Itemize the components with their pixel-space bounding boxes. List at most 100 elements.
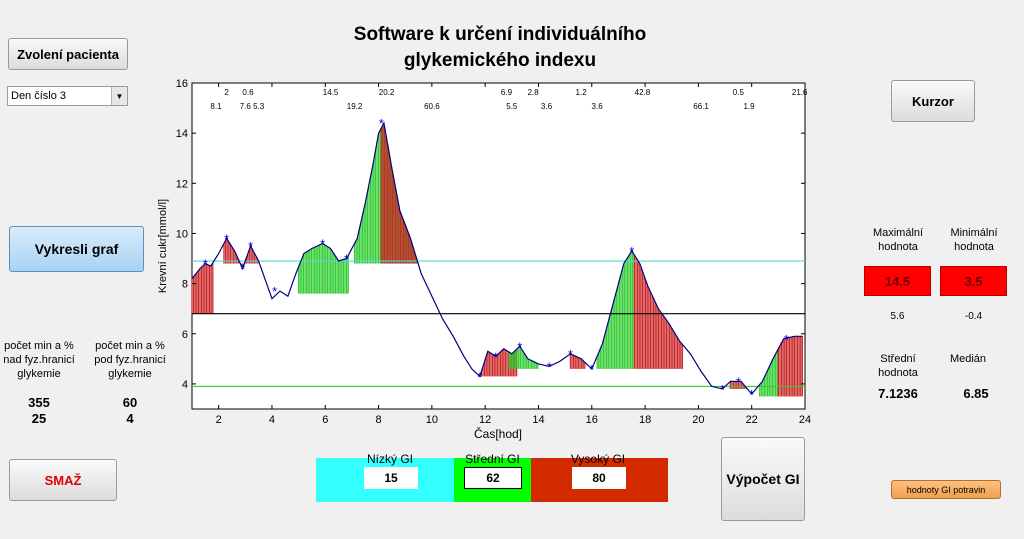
select-patient-button[interactable]: Zvolení pacienta: [8, 38, 128, 70]
gi-annotation-bottom: 19.2: [347, 102, 363, 111]
below-limit-label-1: počet min a %: [95, 340, 165, 352]
max-label-1: Maximální: [872, 227, 924, 239]
median-label: Medián: [949, 353, 987, 365]
gi-mid-panel: Střední GI 62: [454, 452, 531, 502]
min-value-box: 3.5: [940, 266, 1007, 296]
x-tick-label: 6: [322, 414, 328, 426]
gi-annotation-top: 0.5: [733, 88, 745, 97]
y-tick-label: 10: [176, 228, 188, 240]
extremum-marker: *: [493, 349, 498, 364]
gi-annotation-bottom: 60.6: [424, 102, 440, 111]
gi-mid-value: 62: [464, 467, 522, 489]
gi-annotation-bottom: 7.6: [240, 102, 252, 111]
gi-annotation-bottom: 5.5: [506, 102, 518, 111]
gi-annotation-bottom: 3.6: [541, 102, 553, 111]
min-label-1: Minimální: [950, 227, 998, 239]
below-limit-label-2: pod fyz.hranicí: [94, 354, 166, 366]
extremum-marker: *: [784, 332, 789, 347]
app-title-line2: glykemického indexu: [403, 50, 597, 71]
x-tick-label: 12: [479, 414, 491, 426]
glucose-chart[interactable]: ******************* 2 4 6 8 10 12 14 16 18 20 22 24…: [150, 75, 820, 445]
extremum-marker: *: [517, 339, 522, 354]
gi-annotation-top: 0.6: [242, 88, 254, 97]
gi-annotation-top: 2: [224, 88, 229, 97]
day-select[interactable]: Den číslo 3 ▼: [7, 86, 128, 106]
above-limit-stat: počet min a % nad fyz.hranicí glykemie 3…: [2, 339, 76, 427]
extremum-marker: *: [240, 262, 245, 277]
chevron-down-icon[interactable]: ▼: [111, 87, 127, 105]
gi-high-value: 80: [572, 467, 626, 489]
chart-series: [191, 121, 803, 395]
gi-annotation-bottom: 66.1: [693, 102, 709, 111]
x-tick-label: 16: [586, 414, 598, 426]
gi-annotation-top: 14.5: [323, 88, 339, 97]
food-gi-values-button[interactable]: hodnoty GI potravin: [891, 480, 1001, 499]
extremum-marker: *: [272, 284, 277, 299]
gi-high-panel: Vysoký GI 80: [531, 452, 668, 502]
mean-label: Střední hodnota: [864, 352, 932, 380]
y-tick-label: 4: [182, 379, 188, 391]
mean-label-2: hodnota: [878, 367, 918, 379]
extremum-marker: *: [203, 257, 208, 272]
glucose-line: [191, 121, 803, 395]
y-tick-label: 8: [182, 279, 188, 291]
x-tick-label: 8: [376, 414, 382, 426]
min-time: -0.4: [964, 311, 983, 322]
gi-annotation-top: 6.9: [501, 88, 513, 97]
above-limit-label-3: glykemie: [17, 368, 61, 380]
gi-annotation-top: 2.8: [528, 88, 540, 97]
extremum-marker: *: [720, 382, 725, 397]
median-value: 6.85: [963, 386, 989, 401]
chart-markers: *******************: [203, 116, 789, 402]
max-value-label: Maximální hodnota: [864, 226, 932, 254]
chart-fills: [191, 124, 803, 397]
x-tick-label: 4: [269, 414, 275, 426]
gi-annotation-top: 21.6: [792, 88, 808, 97]
mean-value: 7.1236: [878, 386, 918, 401]
gi-low-label: Nízký GI: [366, 452, 413, 466]
draw-graph-button[interactable]: Vykresli graf: [9, 226, 144, 272]
below-limit-minutes: 60: [122, 395, 138, 410]
gi-annotation-top: 20.2: [379, 88, 395, 97]
above-limit-label-2: nad fyz.hranicí: [3, 354, 75, 366]
day-select-value: Den číslo 3: [11, 90, 67, 102]
extremum-marker: *: [736, 374, 741, 389]
x-tick-label: 22: [746, 414, 758, 426]
min-label-2: hodnota: [954, 241, 994, 253]
cursor-button[interactable]: Kurzor: [891, 80, 975, 122]
gi-annotation-bottom: 3.6: [592, 102, 604, 111]
gi-mid-label: Střední GI: [465, 452, 520, 466]
below-limit-percent: 4: [126, 411, 134, 426]
extremum-marker: *: [477, 369, 482, 384]
above-limit-minutes: 355: [28, 395, 50, 410]
below-limit-stat: počet min a % pod fyz.hranicí glykemie 6…: [92, 339, 168, 427]
gi-annotation-top: 42.8: [635, 88, 651, 97]
x-tick-label: 10: [426, 414, 438, 426]
extremum-marker: *: [547, 359, 552, 374]
x-tick-label: 20: [692, 414, 704, 426]
extremum-marker: *: [589, 362, 594, 377]
y-tick-label: 14: [176, 128, 188, 140]
gi-low-panel: Nízký GI 15: [316, 452, 454, 502]
x-axis-label: Čas[hod]: [474, 426, 522, 441]
mean-label-1: Střední: [880, 353, 916, 365]
extremum-marker: *: [344, 252, 349, 267]
gi-high-label: Vysoký GI: [570, 452, 626, 466]
max-time: 5.6: [890, 311, 905, 322]
gi-annotation-bottom: 5.3: [253, 102, 265, 111]
y-tick-label: 12: [176, 178, 188, 190]
extremum-marker: *: [629, 244, 634, 259]
max-value-box: 14.5: [864, 266, 931, 296]
reference-lines: [192, 260, 805, 388]
above-limit-percent: 25: [31, 411, 47, 426]
y-tick-label: 16: [176, 78, 188, 90]
extremum-marker: *: [749, 387, 754, 402]
extremum-marker: *: [379, 116, 384, 131]
extremum-marker: *: [248, 239, 253, 254]
app-title: Software k určení individuálního glykemi…: [280, 22, 720, 74]
gi-low-value: 15: [364, 467, 418, 489]
compute-gi-button[interactable]: Výpočet GI: [721, 437, 805, 521]
delete-button[interactable]: SMAŽ: [9, 459, 117, 501]
below-limit-label-3: glykemie: [108, 368, 152, 380]
